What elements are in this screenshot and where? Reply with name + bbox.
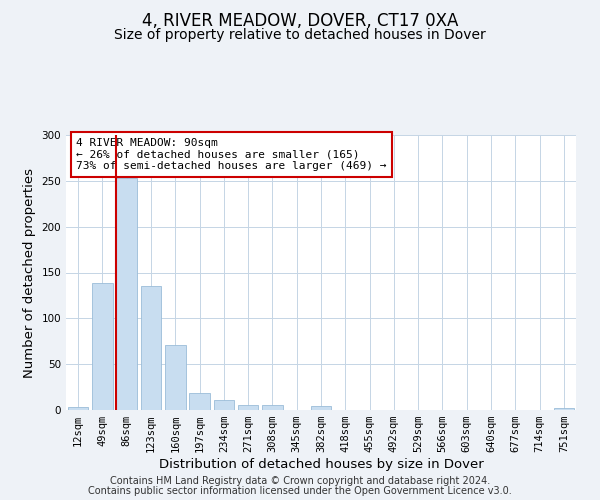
Bar — [92, 282, 113, 410]
Text: 4 RIVER MEADOW: 90sqm
← 26% of detached houses are smaller (165)
73% of semi-det: 4 RIVER MEADOW: 90sqm ← 26% of detached … — [76, 138, 387, 171]
Bar — [238, 406, 259, 410]
Text: 4, RIVER MEADOW, DOVER, CT17 0XA: 4, RIVER MEADOW, DOVER, CT17 0XA — [142, 12, 458, 30]
Text: Contains public sector information licensed under the Open Government Licence v3: Contains public sector information licen… — [88, 486, 512, 496]
Text: Size of property relative to detached houses in Dover: Size of property relative to detached ho… — [114, 28, 486, 42]
Y-axis label: Number of detached properties: Number of detached properties — [23, 168, 36, 378]
X-axis label: Distribution of detached houses by size in Dover: Distribution of detached houses by size … — [158, 458, 484, 471]
Text: Contains HM Land Registry data © Crown copyright and database right 2024.: Contains HM Land Registry data © Crown c… — [110, 476, 490, 486]
Bar — [116, 178, 137, 410]
Bar — [189, 392, 210, 410]
Bar — [140, 286, 161, 410]
Bar — [165, 345, 185, 410]
Bar — [262, 406, 283, 410]
Bar — [554, 408, 574, 410]
Bar — [214, 400, 234, 410]
Bar — [311, 406, 331, 410]
Bar — [68, 407, 88, 410]
